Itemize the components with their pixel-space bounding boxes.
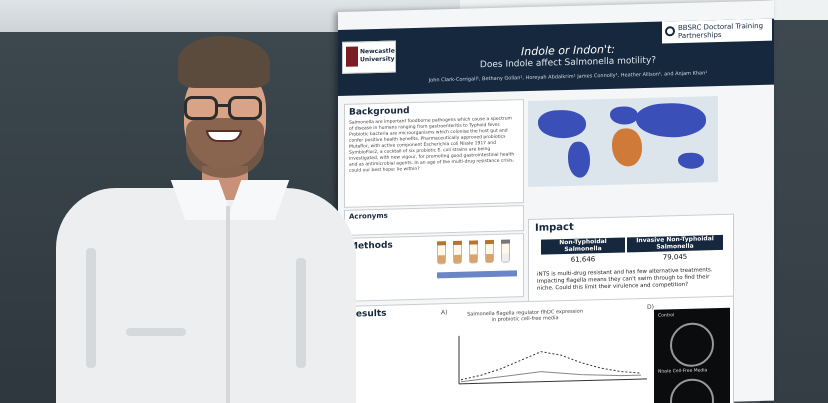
beard bbox=[186, 118, 264, 178]
shirt-fold bbox=[86, 248, 96, 368]
asia-shape bbox=[636, 102, 706, 139]
shirt-placket bbox=[226, 206, 230, 403]
australia-shape bbox=[678, 152, 704, 170]
bbsrc-icon bbox=[665, 26, 675, 37]
white-shirt bbox=[56, 188, 356, 403]
background-heading: Background bbox=[349, 106, 410, 118]
hair bbox=[178, 36, 270, 88]
scope-label-bottom: Nissle Cell-Free Media bbox=[658, 368, 708, 375]
tube-icon bbox=[469, 240, 478, 264]
background-section: Background Salmonella are important food… bbox=[344, 99, 524, 208]
bbsrc-logo: BBSRC Doctoral Training Partnerships bbox=[662, 18, 772, 44]
scope-label-top: Control bbox=[658, 313, 675, 319]
microscopy-panel: Control Nissle Cell-Free Media bbox=[654, 307, 730, 403]
university-logo-text: Newcastle University bbox=[360, 47, 395, 64]
europe-shape bbox=[610, 106, 638, 125]
glasses-bridge bbox=[216, 104, 230, 107]
impact-heading: Impact bbox=[535, 221, 574, 234]
shirt-fold bbox=[296, 258, 306, 368]
south-america-shape bbox=[568, 141, 590, 178]
expression-line-chart bbox=[458, 335, 647, 385]
tube-icon bbox=[437, 241, 446, 265]
impact-text: iNTS is multi-drug resistant and has few… bbox=[537, 267, 713, 292]
africa-shape bbox=[612, 128, 642, 167]
north-america-shape bbox=[538, 109, 586, 139]
tube-icon bbox=[501, 239, 510, 263]
colony-ring-bottom bbox=[670, 378, 714, 403]
tube-icon bbox=[485, 239, 494, 264]
gel-strip bbox=[437, 270, 517, 279]
shirt-fold bbox=[126, 328, 186, 336]
glasses-left-lens bbox=[184, 96, 218, 120]
results-section: Results B) A) Salmonella flagella regula… bbox=[344, 295, 734, 403]
research-poster: Indole or Indon't: Does Indole affect Sa… bbox=[338, 0, 774, 403]
tube-icon bbox=[453, 240, 462, 264]
methods-section: Methods bbox=[344, 233, 524, 302]
results-chart-title: Salmonella flagella regulator flhDC expr… bbox=[467, 308, 583, 323]
bbsrc-logo-text: BBSRC Doctoral Training Partnerships bbox=[678, 21, 764, 41]
world-map bbox=[528, 96, 718, 188]
acronyms-section: Acronyms bbox=[344, 205, 524, 236]
panel-d-label: D) bbox=[647, 303, 654, 311]
impact-value-1: 61,646 bbox=[570, 255, 596, 264]
panel-a-label: A) bbox=[441, 309, 448, 317]
impact-value-2: 79,045 bbox=[662, 252, 688, 262]
glasses-right-lens bbox=[228, 96, 262, 120]
background-text: Salmonella are important foodborne patho… bbox=[349, 116, 515, 174]
presenter-person bbox=[56, 18, 356, 403]
impact-col-1-header: Non-Typhoidal Salmonella bbox=[541, 237, 625, 255]
colony-ring-top bbox=[670, 322, 714, 368]
impact-col-2-header: Invasive Non-Typhoidal Salmonella bbox=[627, 234, 723, 253]
